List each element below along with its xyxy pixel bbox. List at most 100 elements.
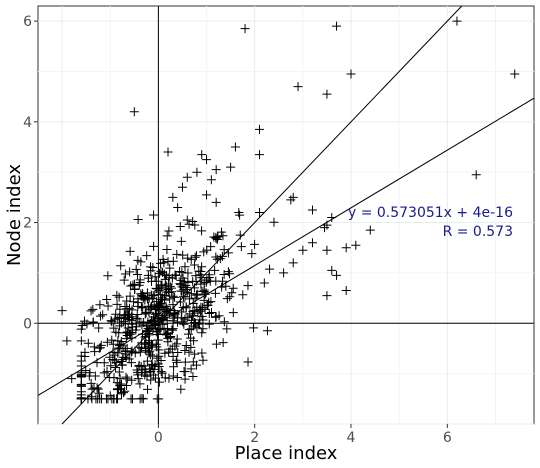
data-point — [211, 197, 221, 207]
data-point — [113, 348, 123, 358]
data-point — [206, 242, 216, 252]
data-point — [190, 220, 200, 230]
data-point — [238, 290, 248, 300]
data-point — [80, 347, 90, 357]
data-point — [189, 336, 199, 346]
data-point — [184, 294, 194, 304]
data-point — [184, 347, 194, 357]
data-point — [112, 290, 122, 300]
data-point — [162, 245, 172, 254]
data-point — [247, 249, 257, 259]
data-point — [175, 297, 185, 307]
data-point — [151, 276, 161, 286]
data-point — [163, 333, 173, 343]
data-point — [164, 347, 174, 357]
data-point — [177, 182, 187, 192]
data-point — [135, 379, 145, 389]
data-point — [243, 281, 253, 291]
data-point — [288, 258, 298, 268]
data-point — [62, 336, 72, 346]
data-point — [161, 329, 171, 339]
data-point — [164, 226, 174, 236]
data-point — [184, 325, 194, 335]
data-point — [57, 306, 67, 316]
data-point — [332, 21, 342, 31]
data-point — [111, 327, 121, 337]
data-point — [143, 273, 153, 283]
data-point — [115, 304, 125, 314]
data-point — [157, 368, 167, 378]
data-point — [230, 142, 240, 152]
grid-lines — [38, 6, 534, 425]
data-point — [198, 324, 208, 334]
data-point — [218, 338, 228, 348]
data-point — [133, 298, 143, 308]
data-point — [125, 246, 135, 256]
data-point — [286, 195, 296, 205]
data-point — [127, 394, 137, 404]
data-point — [143, 384, 153, 394]
data-point — [191, 360, 201, 370]
data-point — [122, 343, 132, 353]
data-point — [140, 344, 150, 354]
data-point — [125, 291, 135, 301]
data-point — [219, 270, 229, 280]
data-point — [188, 216, 198, 226]
data-point — [172, 373, 182, 383]
data-point — [168, 192, 178, 202]
data-point — [86, 306, 96, 316]
data-point — [93, 394, 103, 404]
data-point — [160, 291, 170, 301]
data-point — [155, 299, 165, 309]
data-point — [152, 353, 162, 363]
regression-line — [37, 97, 535, 396]
data-point — [90, 371, 100, 381]
data-point — [172, 249, 182, 259]
data-point — [197, 150, 207, 160]
data-point — [202, 190, 212, 200]
data-point — [83, 338, 93, 348]
data-point — [211, 276, 221, 286]
data-point — [88, 304, 98, 314]
data-point — [180, 367, 190, 377]
data-point — [255, 124, 265, 134]
data-point — [218, 231, 228, 241]
data-point — [188, 311, 198, 321]
data-point — [197, 348, 207, 358]
data-point — [322, 291, 332, 301]
data-point — [211, 252, 221, 262]
data-point — [176, 313, 186, 323]
data-point — [133, 214, 143, 224]
data-point — [341, 286, 351, 296]
data-point — [173, 347, 183, 357]
data-point — [183, 329, 193, 339]
data-point — [240, 24, 250, 34]
data-point — [149, 210, 159, 220]
data-point — [191, 271, 201, 281]
data-point — [76, 381, 86, 391]
data-point — [116, 261, 126, 271]
data-point — [127, 375, 137, 385]
data-point — [346, 69, 356, 79]
data-point — [332, 270, 342, 280]
y-tick-label: 2 — [23, 216, 32, 232]
data-point — [351, 240, 361, 250]
data-point — [178, 273, 188, 283]
data-point — [219, 317, 229, 327]
data-point — [122, 374, 132, 384]
y-tick-label: 0 — [23, 316, 32, 332]
data-point — [259, 278, 269, 288]
data-point — [94, 323, 104, 333]
x-tick-label: 0 — [154, 430, 163, 446]
data-point — [96, 340, 106, 350]
data-point — [199, 287, 209, 297]
data-point — [135, 275, 145, 285]
data-point — [154, 377, 164, 387]
data-point — [142, 251, 152, 261]
data-point — [168, 371, 178, 381]
data-point — [153, 335, 163, 345]
data-point — [149, 241, 159, 251]
data-point — [180, 346, 190, 356]
data-point — [95, 300, 105, 310]
data-point — [265, 264, 275, 274]
